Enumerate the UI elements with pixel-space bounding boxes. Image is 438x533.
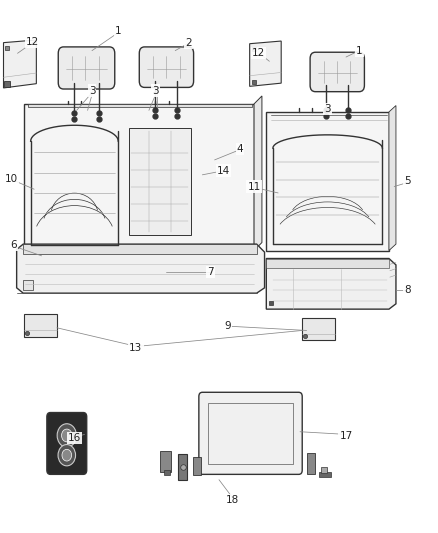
Text: 7: 7 (207, 267, 214, 277)
Bar (129, 128, 191, 235)
Text: 18: 18 (226, 495, 239, 505)
Polygon shape (266, 112, 389, 251)
Text: 12: 12 (26, 37, 39, 46)
Text: 6: 6 (10, 240, 17, 250)
Polygon shape (389, 106, 396, 251)
Polygon shape (266, 259, 389, 268)
Bar (24, 314, 57, 337)
Bar (193, 457, 201, 475)
Circle shape (61, 429, 72, 442)
FancyBboxPatch shape (47, 413, 87, 474)
Text: 5: 5 (404, 176, 411, 186)
Polygon shape (28, 104, 252, 107)
Text: 12: 12 (252, 49, 265, 58)
Polygon shape (250, 41, 281, 86)
Text: 9: 9 (224, 321, 231, 331)
Circle shape (57, 424, 76, 447)
FancyBboxPatch shape (199, 392, 302, 474)
Text: 1: 1 (115, 26, 122, 36)
Text: 16: 16 (68, 433, 81, 443)
Bar (307, 453, 315, 474)
Bar (23, 280, 33, 290)
Bar (164, 470, 170, 475)
Polygon shape (23, 244, 257, 254)
Text: 8: 8 (404, 286, 411, 295)
Text: 3: 3 (152, 86, 159, 95)
Polygon shape (266, 259, 396, 309)
Text: 3: 3 (324, 104, 331, 114)
Circle shape (58, 445, 76, 466)
Text: 4: 4 (237, 144, 244, 154)
Bar (302, 318, 335, 340)
Text: 3: 3 (88, 86, 95, 95)
Polygon shape (24, 104, 254, 251)
Text: 10: 10 (4, 174, 18, 183)
Text: 13: 13 (129, 343, 142, 352)
Bar (178, 454, 187, 480)
Text: 2: 2 (185, 38, 192, 47)
Polygon shape (254, 96, 262, 251)
Text: 17: 17 (339, 431, 353, 441)
Text: 14: 14 (217, 166, 230, 175)
Text: 11: 11 (247, 182, 261, 191)
FancyBboxPatch shape (310, 52, 364, 92)
Polygon shape (4, 40, 36, 88)
FancyBboxPatch shape (139, 47, 194, 87)
Bar (160, 451, 171, 472)
Text: 1: 1 (356, 46, 363, 55)
Bar (319, 472, 331, 477)
FancyBboxPatch shape (58, 47, 115, 89)
Circle shape (62, 449, 71, 461)
Polygon shape (17, 244, 265, 293)
Bar (208, 403, 293, 464)
